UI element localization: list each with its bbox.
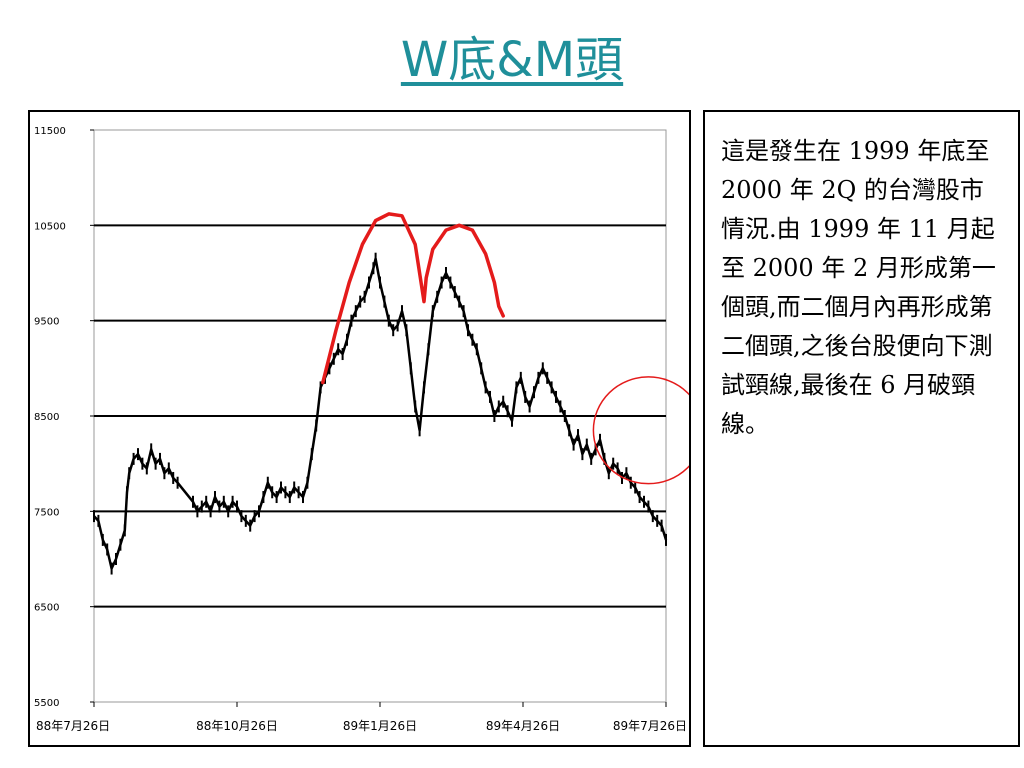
y-tick-label: 6500 bbox=[34, 603, 59, 614]
description-panel: 這是發生在 1999 年底至 2000 年 2Q 的台灣股市情況.由 1999 … bbox=[703, 110, 1020, 747]
x-tick-label: 88年7月26日 bbox=[36, 719, 110, 733]
y-tick-label: 11500 bbox=[34, 126, 66, 137]
breakdown-circle-annotation bbox=[592, 376, 689, 485]
x-tick-label: 88年10月26日 bbox=[196, 719, 278, 733]
y-tick-label: 5500 bbox=[34, 698, 59, 709]
x-tick-label: 89年4月26日 bbox=[486, 719, 560, 733]
y-tick-label: 7500 bbox=[34, 507, 59, 518]
x-tick-label: 89年1月26日 bbox=[343, 719, 417, 733]
grid-layer bbox=[93, 129, 667, 703]
y-tick-label: 8500 bbox=[34, 412, 59, 423]
description-text: 這是發生在 1999 年底至 2000 年 2Q 的台灣股市情況.由 1999 … bbox=[721, 137, 996, 438]
x-tick-label: 89年7月26日 bbox=[613, 719, 687, 733]
m-top-annotation-curve bbox=[321, 212, 505, 385]
price-series-line bbox=[93, 257, 668, 570]
series-layer bbox=[93, 252, 668, 575]
y-tick-label: 10500 bbox=[34, 221, 66, 232]
slide-title: W底&M頭 bbox=[400, 32, 624, 88]
ticks-layer: 5500 6500 7500 8500 9500 10500 11500 88年7月26日 88… bbox=[34, 126, 687, 733]
annotation-layer bbox=[321, 212, 689, 485]
chart-panel: 5500 6500 7500 8500 9500 10500 11500 88年7月26日 88… bbox=[28, 110, 691, 747]
y-tick-label: 9500 bbox=[34, 317, 59, 328]
stock-chart: 5500 6500 7500 8500 9500 10500 11500 88年7月26日 88… bbox=[34, 126, 689, 733]
